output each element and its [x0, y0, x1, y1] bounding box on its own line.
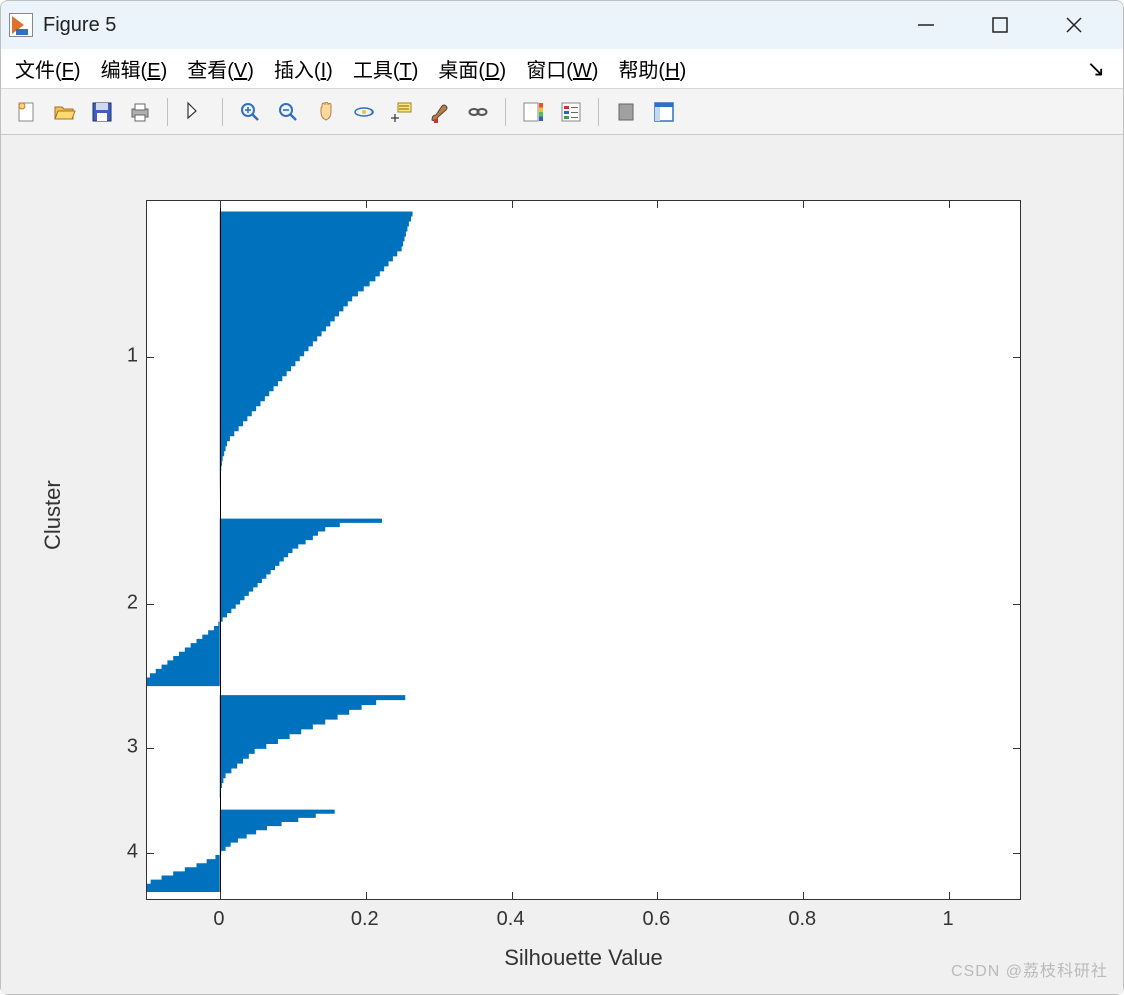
toolbar-separator [167, 98, 168, 126]
x-tick-label: 1 [943, 908, 954, 931]
x-axis-label: Silhouette Value [146, 945, 1021, 971]
brush-icon [428, 100, 452, 124]
x-tick-label: 0 [213, 908, 224, 931]
open-file-button[interactable] [49, 97, 79, 127]
data-cursor-button[interactable] [387, 97, 417, 127]
menu-t[interactable]: 工具(T) [349, 52, 423, 85]
menu-w[interactable]: 窗口(W) [522, 52, 602, 85]
menu-e[interactable]: 编辑(E) [97, 52, 172, 85]
minimize-button[interactable] [903, 9, 949, 41]
y-tick-label: 2 [108, 591, 138, 614]
x-tick-label: 0.2 [351, 908, 379, 931]
print-figure-button[interactable] [125, 97, 155, 127]
y-tick [147, 853, 154, 854]
x-tick [220, 892, 221, 899]
maximize-button[interactable] [977, 9, 1023, 41]
watermark: CSDN @荔枝科研社 [951, 957, 1108, 981]
hide-plot-tools-button[interactable] [611, 97, 641, 127]
new-figure-button[interactable] [11, 97, 41, 127]
pan-icon [314, 100, 338, 124]
x-tick [512, 892, 513, 899]
menu-v[interactable]: 查看(V) [183, 52, 258, 85]
x-tick [657, 892, 658, 899]
silhouette-cluster-2 [147, 519, 382, 687]
x-tick [949, 201, 950, 208]
x-tick [512, 201, 513, 208]
menu-h[interactable]: 帮助(H) [614, 52, 690, 85]
x-tick [220, 201, 221, 208]
window-controls [903, 9, 1115, 41]
y-tick [1013, 604, 1020, 605]
x-tick [949, 892, 950, 899]
matlab-icon [9, 13, 33, 37]
toolbar-separator [505, 98, 506, 126]
menu-f[interactable]: 文件(F) [11, 52, 85, 85]
figure-canvas: Cluster Silhouette Value 0 0.2 0.4 0.6 0.8 1 1… [1, 135, 1123, 994]
window-title: Figure 5 [43, 14, 903, 37]
x-tick-label: 0.8 [788, 908, 816, 931]
menubar: 文件(F) 编辑(E) 查看(V) 插入(I) 工具(T) 桌面(D) 窗口(W) 帮助(H)… [1, 49, 1123, 89]
x-tick-label: 0.4 [497, 908, 525, 931]
open-file-icon [52, 100, 76, 124]
data-cursor-icon [390, 100, 414, 124]
toolbar [1, 89, 1123, 135]
figure-window: Figure 5 文件(F) 编辑(E) 查看(V) 插入(I) 工具(T) 桌面(D) 窗… [0, 0, 1124, 995]
y-tick-label: 1 [108, 344, 138, 367]
silhouette-cluster-1 [220, 211, 413, 501]
zoom-in-button[interactable] [235, 97, 265, 127]
x-tick [657, 201, 658, 208]
insert-legend-button[interactable] [556, 97, 586, 127]
x-tick [803, 201, 804, 208]
silhouette-cluster-4 [147, 810, 335, 892]
x-tick [366, 201, 367, 208]
x-tick [803, 892, 804, 899]
axes[interactable] [146, 200, 1021, 900]
x-tick-label: 0.6 [643, 908, 671, 931]
dock-arrow-icon[interactable]: ↘ [1087, 56, 1105, 82]
link-icon [466, 100, 490, 124]
silhouette-cluster-3 [220, 695, 406, 798]
insert-colorbar-button[interactable] [518, 97, 548, 127]
y-tick [1013, 748, 1020, 749]
zoom-in-icon [238, 100, 262, 124]
menu-d[interactable]: 桌面(D) [434, 52, 510, 85]
toolbar-separator [222, 98, 223, 126]
y-axis-label: Cluster [40, 480, 66, 550]
pan-button[interactable] [311, 97, 341, 127]
rotate-3d-icon [352, 100, 376, 124]
y-tick [147, 748, 154, 749]
insert-legend-icon [559, 100, 583, 124]
rotate-3d-button[interactable] [349, 97, 379, 127]
y-tick-label: 3 [108, 736, 138, 759]
y-tick [1013, 853, 1020, 854]
x-tick [366, 892, 367, 899]
toolbar-separator [598, 98, 599, 126]
y-tick [1013, 357, 1020, 358]
y-tick [147, 357, 154, 358]
edit-plot-icon [183, 100, 207, 124]
print-figure-icon [128, 100, 152, 124]
zoom-out-button[interactable] [273, 97, 303, 127]
edit-plot-button[interactable] [180, 97, 210, 127]
save-figure-button[interactable] [87, 97, 117, 127]
zero-axis-line [220, 201, 221, 899]
y-tick [147, 604, 154, 605]
link-button[interactable] [463, 97, 493, 127]
show-plot-tools-button[interactable] [649, 97, 679, 127]
new-figure-icon [14, 100, 38, 124]
zoom-out-icon [276, 100, 300, 124]
save-figure-icon [90, 100, 114, 124]
show-plot-tools-icon [652, 100, 676, 124]
hide-plot-tools-icon [614, 100, 638, 124]
y-tick-label: 4 [108, 840, 138, 863]
menu-i[interactable]: 插入(I) [270, 52, 337, 85]
insert-colorbar-icon [521, 100, 545, 124]
brush-button[interactable] [425, 97, 455, 127]
close-button[interactable] [1051, 9, 1097, 41]
silhouette-plot [147, 201, 1020, 899]
titlebar: Figure 5 [1, 1, 1123, 49]
